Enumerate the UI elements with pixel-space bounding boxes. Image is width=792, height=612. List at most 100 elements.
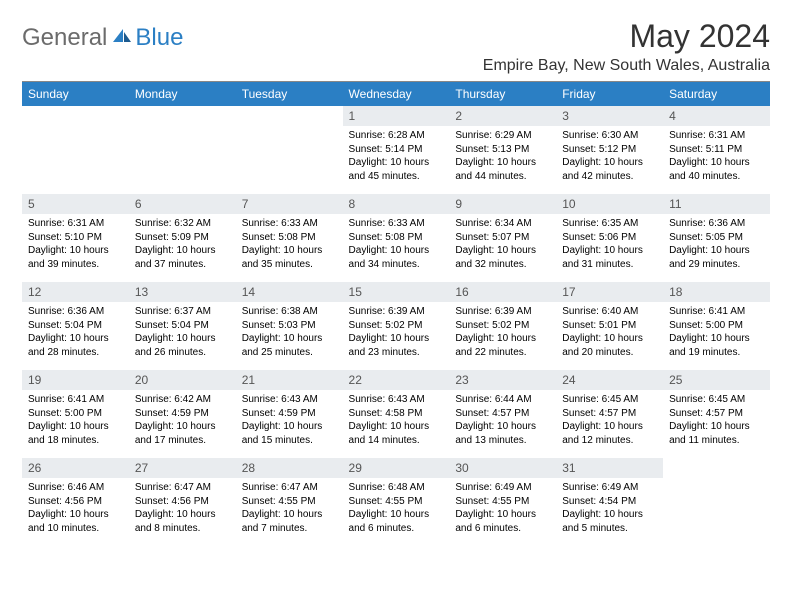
daylight-text: Daylight: 10 hours and 13 minutes. [455,420,550,447]
day-number: 28 [236,458,343,478]
calendar-cell: 20Sunrise: 6:42 AMSunset: 4:59 PMDayligh… [129,370,236,458]
day-content: Sunrise: 6:34 AMSunset: 5:07 PMDaylight:… [449,214,556,274]
sunset-text: Sunset: 4:56 PM [135,495,230,509]
day-number: 16 [449,282,556,302]
day-content: Sunrise: 6:39 AMSunset: 5:02 PMDaylight:… [343,302,450,362]
day-content: Sunrise: 6:45 AMSunset: 4:57 PMDaylight:… [556,390,663,450]
calendar-cell [236,106,343,194]
sunset-text: Sunset: 4:57 PM [669,407,764,421]
logo: General Blue [22,24,183,52]
sunset-text: Sunset: 5:01 PM [562,319,657,333]
day-content: Sunrise: 6:31 AMSunset: 5:11 PMDaylight:… [663,126,770,186]
sunset-text: Sunset: 4:56 PM [28,495,123,509]
daylight-text: Daylight: 10 hours and 17 minutes. [135,420,230,447]
day-number: 5 [22,194,129,214]
day-content: Sunrise: 6:36 AMSunset: 5:04 PMDaylight:… [22,302,129,362]
sunrise-text: Sunrise: 6:36 AM [28,305,123,319]
sunrise-text: Sunrise: 6:44 AM [455,393,550,407]
calendar-table: Sunday Monday Tuesday Wednesday Thursday… [22,82,770,546]
weekday-saturday: Saturday [663,82,770,106]
weekday-thursday: Thursday [449,82,556,106]
calendar-cell: 28Sunrise: 6:47 AMSunset: 4:55 PMDayligh… [236,458,343,546]
day-number: 21 [236,370,343,390]
calendar-cell: 22Sunrise: 6:43 AMSunset: 4:58 PMDayligh… [343,370,450,458]
day-content: Sunrise: 6:45 AMSunset: 4:57 PMDaylight:… [663,390,770,450]
calendar-body: 1Sunrise: 6:28 AMSunset: 5:14 PMDaylight… [22,106,770,546]
daylight-text: Daylight: 10 hours and 8 minutes. [135,508,230,535]
sunset-text: Sunset: 4:57 PM [455,407,550,421]
day-content: Sunrise: 6:46 AMSunset: 4:56 PMDaylight:… [22,478,129,538]
calendar-cell: 16Sunrise: 6:39 AMSunset: 5:02 PMDayligh… [449,282,556,370]
day-number: 18 [663,282,770,302]
sunrise-text: Sunrise: 6:39 AM [455,305,550,319]
calendar-cell: 17Sunrise: 6:40 AMSunset: 5:01 PMDayligh… [556,282,663,370]
day-number: 23 [449,370,556,390]
calendar-row: 1Sunrise: 6:28 AMSunset: 5:14 PMDaylight… [22,106,770,194]
daylight-text: Daylight: 10 hours and 40 minutes. [669,156,764,183]
sunrise-text: Sunrise: 6:33 AM [349,217,444,231]
calendar-cell: 21Sunrise: 6:43 AMSunset: 4:59 PMDayligh… [236,370,343,458]
sunset-text: Sunset: 4:59 PM [135,407,230,421]
day-content: Sunrise: 6:49 AMSunset: 4:55 PMDaylight:… [449,478,556,538]
sunset-text: Sunset: 5:14 PM [349,143,444,157]
calendar-cell: 25Sunrise: 6:45 AMSunset: 4:57 PMDayligh… [663,370,770,458]
daylight-text: Daylight: 10 hours and 31 minutes. [562,244,657,271]
daylight-text: Daylight: 10 hours and 45 minutes. [349,156,444,183]
day-content: Sunrise: 6:35 AMSunset: 5:06 PMDaylight:… [556,214,663,274]
calendar-cell: 9Sunrise: 6:34 AMSunset: 5:07 PMDaylight… [449,194,556,282]
day-number: 7 [236,194,343,214]
sunset-text: Sunset: 5:00 PM [28,407,123,421]
logo-text-blue: Blue [135,24,183,52]
daylight-text: Daylight: 10 hours and 18 minutes. [28,420,123,447]
calendar-cell: 23Sunrise: 6:44 AMSunset: 4:57 PMDayligh… [449,370,556,458]
sunset-text: Sunset: 5:08 PM [242,231,337,245]
sunrise-text: Sunrise: 6:47 AM [135,481,230,495]
sunset-text: Sunset: 5:12 PM [562,143,657,157]
sunrise-text: Sunrise: 6:29 AM [455,129,550,143]
weekday-tuesday: Tuesday [236,82,343,106]
calendar-row: 5Sunrise: 6:31 AMSunset: 5:10 PMDaylight… [22,194,770,282]
day-content: Sunrise: 6:37 AMSunset: 5:04 PMDaylight:… [129,302,236,362]
location: Empire Bay, New South Wales, Australia [483,57,770,75]
day-number: 9 [449,194,556,214]
sunset-text: Sunset: 4:57 PM [562,407,657,421]
calendar-row: 12Sunrise: 6:36 AMSunset: 5:04 PMDayligh… [22,282,770,370]
weekday-header-row: Sunday Monday Tuesday Wednesday Thursday… [22,82,770,106]
day-content: Sunrise: 6:40 AMSunset: 5:01 PMDaylight:… [556,302,663,362]
sunrise-text: Sunrise: 6:49 AM [455,481,550,495]
calendar-cell: 6Sunrise: 6:32 AMSunset: 5:09 PMDaylight… [129,194,236,282]
daylight-text: Daylight: 10 hours and 19 minutes. [669,332,764,359]
sunrise-text: Sunrise: 6:28 AM [349,129,444,143]
calendar-cell [129,106,236,194]
header-right: May 2024 Empire Bay, New South Wales, Au… [483,18,770,75]
calendar-cell: 11Sunrise: 6:36 AMSunset: 5:05 PMDayligh… [663,194,770,282]
calendar-cell: 26Sunrise: 6:46 AMSunset: 4:56 PMDayligh… [22,458,129,546]
day-content: Sunrise: 6:38 AMSunset: 5:03 PMDaylight:… [236,302,343,362]
sunset-text: Sunset: 4:54 PM [562,495,657,509]
sunrise-text: Sunrise: 6:43 AM [349,393,444,407]
sunrise-text: Sunrise: 6:37 AM [135,305,230,319]
day-number: 10 [556,194,663,214]
calendar-cell: 4Sunrise: 6:31 AMSunset: 5:11 PMDaylight… [663,106,770,194]
sunrise-text: Sunrise: 6:35 AM [562,217,657,231]
sunset-text: Sunset: 5:09 PM [135,231,230,245]
day-number: 1 [343,106,450,126]
calendar-row: 26Sunrise: 6:46 AMSunset: 4:56 PMDayligh… [22,458,770,546]
daylight-text: Daylight: 10 hours and 32 minutes. [455,244,550,271]
calendar-cell: 29Sunrise: 6:48 AMSunset: 4:55 PMDayligh… [343,458,450,546]
sunrise-text: Sunrise: 6:31 AM [669,129,764,143]
sunrise-text: Sunrise: 6:30 AM [562,129,657,143]
day-content: Sunrise: 6:28 AMSunset: 5:14 PMDaylight:… [343,126,450,186]
sunset-text: Sunset: 5:06 PM [562,231,657,245]
day-number: 25 [663,370,770,390]
sunset-text: Sunset: 5:03 PM [242,319,337,333]
calendar-cell: 27Sunrise: 6:47 AMSunset: 4:56 PMDayligh… [129,458,236,546]
day-content: Sunrise: 6:44 AMSunset: 4:57 PMDaylight:… [449,390,556,450]
sunset-text: Sunset: 5:11 PM [669,143,764,157]
sunrise-text: Sunrise: 6:41 AM [669,305,764,319]
daylight-text: Daylight: 10 hours and 44 minutes. [455,156,550,183]
day-number: 11 [663,194,770,214]
daylight-text: Daylight: 10 hours and 12 minutes. [562,420,657,447]
sunset-text: Sunset: 4:59 PM [242,407,337,421]
sunset-text: Sunset: 5:13 PM [455,143,550,157]
